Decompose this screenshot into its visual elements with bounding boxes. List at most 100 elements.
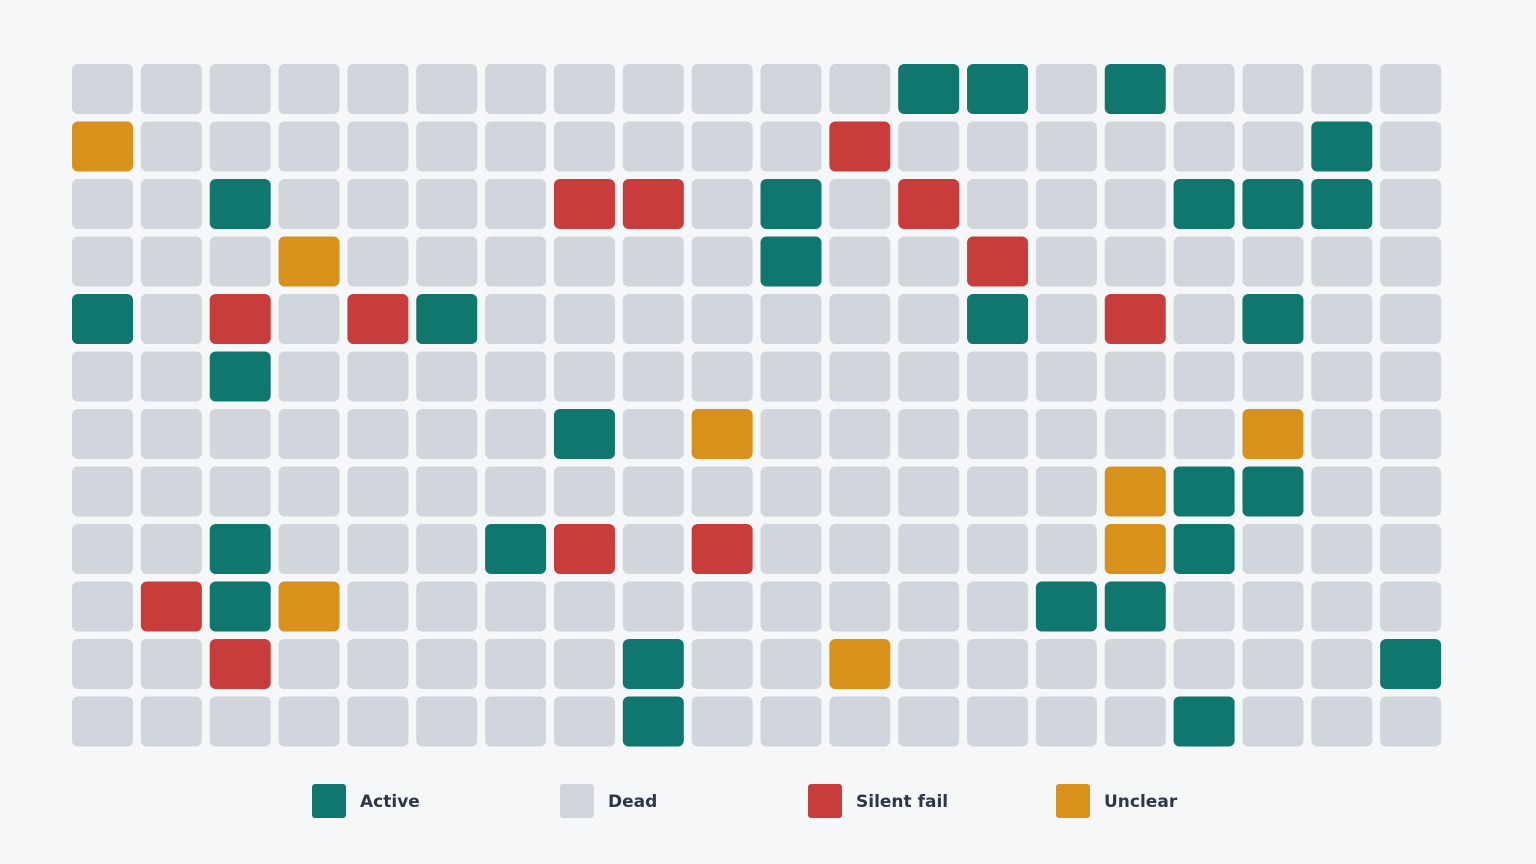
cell bbox=[140, 639, 202, 689]
cell bbox=[347, 409, 409, 459]
cell bbox=[622, 581, 684, 632]
cell bbox=[1242, 581, 1304, 632]
cell bbox=[760, 581, 822, 632]
cell bbox=[898, 696, 960, 747]
cell bbox=[553, 639, 615, 689]
cell bbox=[416, 294, 478, 344]
cell bbox=[1380, 409, 1442, 459]
cell bbox=[967, 351, 1029, 402]
cell bbox=[622, 696, 684, 747]
cell bbox=[1035, 524, 1097, 574]
cell bbox=[416, 524, 478, 574]
cell bbox=[1104, 466, 1166, 517]
cell bbox=[1104, 409, 1166, 459]
cell bbox=[140, 179, 202, 229]
cell bbox=[622, 409, 684, 459]
cell bbox=[140, 64, 202, 114]
cell bbox=[622, 64, 684, 114]
cell bbox=[691, 179, 753, 229]
cell bbox=[1035, 409, 1097, 459]
cell bbox=[1311, 294, 1373, 344]
cell bbox=[485, 64, 547, 114]
cell bbox=[1380, 466, 1442, 517]
cell bbox=[1035, 179, 1097, 229]
cell bbox=[1380, 524, 1442, 574]
cell bbox=[278, 466, 340, 517]
cell bbox=[1035, 236, 1097, 287]
cell bbox=[691, 409, 753, 459]
cell bbox=[140, 696, 202, 747]
cell bbox=[898, 524, 960, 574]
legend-swatch bbox=[560, 784, 594, 818]
cell bbox=[622, 639, 684, 689]
cell bbox=[898, 236, 960, 287]
cell bbox=[829, 696, 891, 747]
cell bbox=[967, 524, 1029, 574]
cell bbox=[347, 581, 409, 632]
cell bbox=[1104, 64, 1166, 114]
cell bbox=[622, 294, 684, 344]
cell bbox=[347, 696, 409, 747]
cell bbox=[553, 64, 615, 114]
cell bbox=[1311, 179, 1373, 229]
cell bbox=[72, 696, 133, 747]
cell bbox=[209, 236, 271, 287]
cell bbox=[760, 696, 822, 747]
cell bbox=[898, 294, 960, 344]
cell bbox=[1242, 236, 1304, 287]
cell bbox=[691, 466, 753, 517]
cell bbox=[209, 351, 271, 402]
cell bbox=[553, 696, 615, 747]
cell bbox=[72, 581, 133, 632]
cell bbox=[829, 524, 891, 574]
cell bbox=[485, 581, 547, 632]
cell bbox=[416, 351, 478, 402]
cell bbox=[1173, 64, 1235, 114]
cell bbox=[898, 466, 960, 517]
cell bbox=[967, 581, 1029, 632]
cell bbox=[967, 696, 1029, 747]
cell bbox=[416, 179, 478, 229]
cell bbox=[622, 466, 684, 517]
cell bbox=[829, 409, 891, 459]
cell bbox=[209, 639, 271, 689]
cell bbox=[967, 236, 1029, 287]
cell bbox=[416, 696, 478, 747]
cell bbox=[347, 639, 409, 689]
cell bbox=[553, 236, 615, 287]
cell bbox=[967, 121, 1029, 172]
cell bbox=[1035, 581, 1097, 632]
cell bbox=[760, 351, 822, 402]
cell bbox=[347, 466, 409, 517]
cell bbox=[140, 236, 202, 287]
cell bbox=[1380, 294, 1442, 344]
legend-label: Unclear bbox=[1104, 792, 1178, 812]
cell bbox=[691, 524, 753, 574]
cell bbox=[1173, 466, 1235, 517]
cell bbox=[691, 64, 753, 114]
cell bbox=[485, 236, 547, 287]
legend-label: Silent fail bbox=[856, 792, 948, 812]
cell bbox=[347, 524, 409, 574]
cell bbox=[1173, 524, 1235, 574]
cell bbox=[1242, 466, 1304, 517]
cell bbox=[691, 696, 753, 747]
cell bbox=[416, 64, 478, 114]
cell bbox=[760, 294, 822, 344]
cell bbox=[1311, 639, 1373, 689]
cell bbox=[967, 639, 1029, 689]
cell bbox=[898, 121, 960, 172]
cell bbox=[416, 581, 478, 632]
cell bbox=[1104, 524, 1166, 574]
cell bbox=[553, 121, 615, 172]
cell bbox=[760, 179, 822, 229]
cell bbox=[485, 524, 547, 574]
cell bbox=[898, 351, 960, 402]
cell bbox=[416, 121, 478, 172]
cell bbox=[1104, 236, 1166, 287]
cell bbox=[553, 179, 615, 229]
cell bbox=[967, 294, 1029, 344]
cell bbox=[278, 524, 340, 574]
cell bbox=[553, 294, 615, 344]
